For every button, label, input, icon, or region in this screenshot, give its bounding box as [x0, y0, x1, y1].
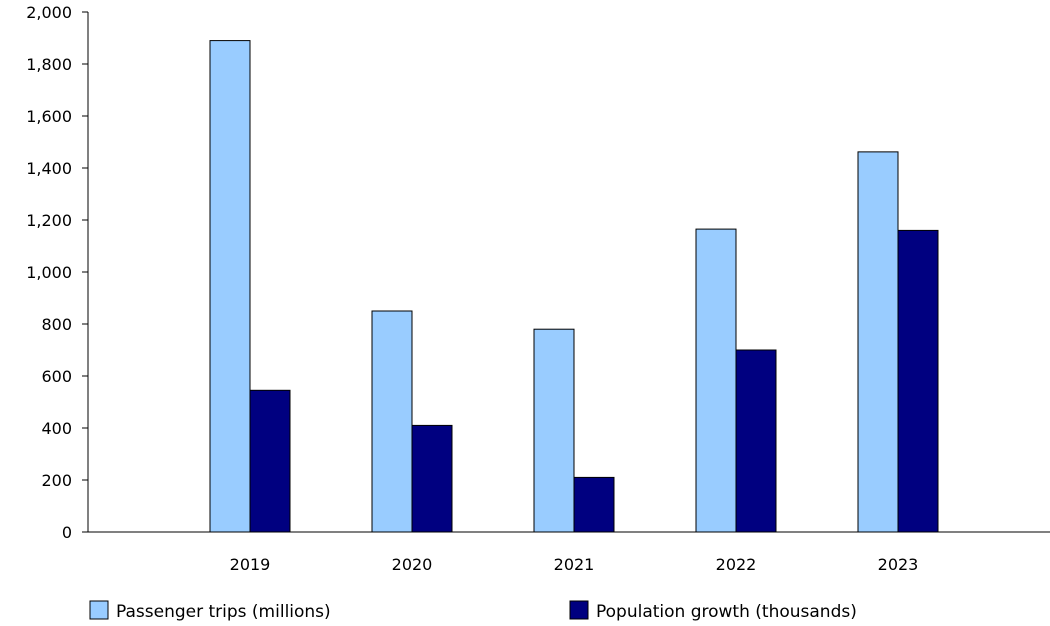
bar-population-growth-2019 [249, 389, 291, 533]
bar-population-growth-2021 [573, 476, 615, 533]
y-tick-label: 2,000 [26, 3, 72, 22]
y-tick-label: 1,200 [26, 211, 72, 230]
bar-passenger-trips-2020 [371, 310, 413, 533]
bar-population-growth-2020 [411, 424, 453, 533]
x-tick-label: 2022 [716, 555, 757, 574]
legend-swatch-passenger-trips [89, 600, 109, 620]
y-tick-label: 1,400 [26, 159, 72, 178]
legend-label-population-growth: Population growth (thousands) [596, 602, 857, 622]
x-tick-label: 2020 [392, 555, 433, 574]
bars [209, 40, 939, 533]
y-tick-label: 800 [41, 315, 72, 334]
x-tick-label: 2023 [878, 555, 919, 574]
x-tick-label: 2019 [230, 555, 271, 574]
y-axis: 0 200 400 600 800 1,000 1,200 1,400 1,600 1,800 2,… [26, 3, 89, 542]
y-tick-label: 1,800 [26, 55, 72, 74]
bar-population-growth-2022 [735, 349, 777, 533]
legend-label-passenger-trips: Passenger trips (millions) [116, 602, 331, 622]
y-tick-label: 200 [41, 471, 72, 490]
y-tick-label: 400 [41, 419, 72, 438]
x-axis: 2019 2020 2021 2022 2023 [88, 531, 1050, 574]
bar-passenger-trips-2023 [857, 151, 899, 533]
y-tick-label: 0 [62, 523, 72, 542]
bar-passenger-trips-2019 [209, 40, 251, 533]
y-tick-label: 600 [41, 367, 72, 386]
legend-swatch-population-growth [569, 600, 589, 620]
y-tick-label: 1,600 [26, 107, 72, 126]
y-tick-label: 1,000 [26, 263, 72, 282]
bar-passenger-trips-2022 [695, 228, 737, 533]
bar-population-growth-2023 [897, 229, 939, 533]
bar-passenger-trips-2021 [533, 328, 575, 533]
x-tick-label: 2021 [554, 555, 595, 574]
legend: Passenger trips (millions) Population gr… [89, 600, 857, 622]
